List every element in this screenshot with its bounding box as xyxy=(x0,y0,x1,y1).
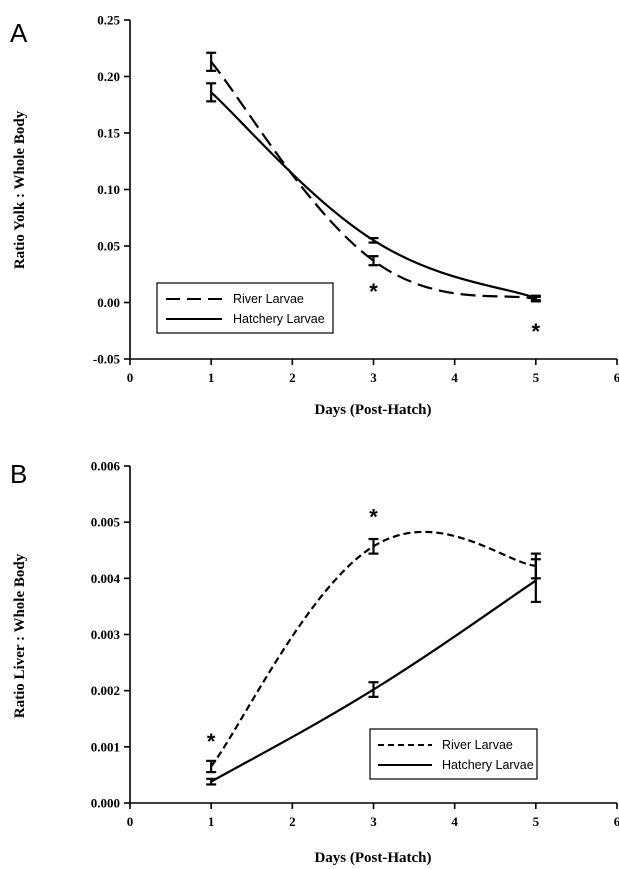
panel-a-y-ticks: -0.05 0.00 0.05 0.10 0.15 0.20 0.25 xyxy=(93,13,130,367)
panel-b-x-tick-label: 5 xyxy=(533,814,540,829)
panel-b-legend-label-hatchery: Hatchery Larvae xyxy=(442,758,534,772)
panel-b-y-ticks: 0.000 0.001 0.002 0.003 0.004 0.005 0.006 xyxy=(91,459,130,811)
panel-a-legend-box xyxy=(156,282,334,334)
panel-b-y-tick-label: 0.005 xyxy=(91,515,121,530)
chart-panel-b: B 0.000 0.001 0.002 0.003 0.004 0.005 0.006 0 1… xyxy=(10,459,619,867)
panel-b-legend-box xyxy=(369,728,538,780)
panel-a-y-tick-label: 0.20 xyxy=(97,69,120,84)
panel-a-river-larvae-error-bar xyxy=(368,255,379,267)
panel-a-y-tick-label: 0.10 xyxy=(97,182,120,197)
panel-a-x-ticks: 0 1 2 3 4 5 6 xyxy=(127,359,619,385)
panel-a-legend-label-hatchery: Hatchery Larvae xyxy=(233,312,325,326)
panel-a-y-tick-label: 0.05 xyxy=(97,239,120,254)
panel-a-letter: A xyxy=(10,18,28,48)
panel-a-river-larvae-error-bar xyxy=(206,51,217,72)
panel-b-x-tick-label: 4 xyxy=(451,814,458,829)
panel-b-plot-area: ** xyxy=(206,505,541,786)
panel-a-plot-area: ** xyxy=(206,51,541,344)
panel-b-hatchery-larvae-error-bar xyxy=(206,777,217,786)
panel-a-significance-marker: * xyxy=(532,319,541,344)
panel-b-legend-label-river: River Larvae xyxy=(442,738,513,752)
panel-a-hatchery-larvae-error-bar xyxy=(530,294,541,302)
panel-a-y-tick-label: 0.25 xyxy=(97,13,120,28)
panel-a-x-axis-title: Days (Post-Hatch) xyxy=(314,402,431,418)
panel-a-hatchery-larvae-error-bar xyxy=(368,236,379,244)
panel-b-x-tick-label: 0 xyxy=(127,814,134,829)
panel-a-series-hatchery-larvae-line xyxy=(210,91,537,300)
panel-a-legend-label-river: River Larvae xyxy=(233,292,304,306)
panel-b-y-tick-label: 0.002 xyxy=(91,683,120,698)
panel-b-series-river-larvae-line xyxy=(210,530,536,768)
panel-b-river-larvae-error-bar xyxy=(368,537,379,555)
panel-b-hatchery-larvae-error-bar xyxy=(368,681,379,698)
panel-a-y-axis-title: Ratio Yolk : Whole Body xyxy=(12,110,28,269)
panel-a-hatchery-larvae-error-bar xyxy=(206,82,217,103)
panel-b-x-tick-label: 6 xyxy=(614,814,619,829)
panel-a-y-tick-label: 0.15 xyxy=(97,126,120,141)
panel-a-y-tick-label: -0.05 xyxy=(93,352,121,367)
panel-a-y-tick-label: 0.00 xyxy=(97,295,120,310)
panel-b-hatchery-larvae-error-bar xyxy=(530,558,541,604)
panel-b-x-ticks: 0 1 2 3 4 5 6 xyxy=(127,803,619,829)
panel-b-y-axis-title: Ratio Liver : Whole Body xyxy=(12,553,28,718)
panel-b-y-tick-label: 0.001 xyxy=(91,739,120,754)
panel-a-x-tick-label: 6 xyxy=(614,370,619,385)
panel-a-significance-marker: * xyxy=(369,279,378,304)
panel-b-x-axis-title: Days (Post-Hatch) xyxy=(314,850,431,866)
panel-b-x-tick-label: 1 xyxy=(208,814,215,829)
panel-b-significance-marker: * xyxy=(207,729,216,754)
panel-b-legend: River Larvae Hatchery Larvae xyxy=(369,728,538,780)
panel-a-series-river-larvae-line xyxy=(210,61,537,301)
panel-b-y-tick-label: 0.003 xyxy=(91,627,121,642)
panel-b-significance-marker: * xyxy=(369,505,378,530)
panel-a-legend: River Larvae Hatchery Larvae xyxy=(156,282,334,334)
panel-b-y-tick-label: 0.000 xyxy=(91,796,120,811)
panel-b-x-tick-label: 3 xyxy=(370,814,377,829)
panel-a-x-tick-label: 1 xyxy=(208,370,215,385)
panel-a-x-tick-label: 4 xyxy=(451,370,458,385)
panel-b-river-larvae-error-bar xyxy=(206,759,217,774)
panel-b-x-tick-label: 2 xyxy=(289,814,296,829)
panel-a-x-tick-label: 2 xyxy=(289,370,296,385)
panel-b-y-tick-label: 0.004 xyxy=(91,571,121,586)
panel-a-x-tick-label: 3 xyxy=(370,370,377,385)
panel-b-letter: B xyxy=(10,459,27,489)
panel-b-y-tick-label: 0.006 xyxy=(91,459,121,474)
panel-a-x-tick-label: 0 xyxy=(127,370,134,385)
panel-a-x-tick-label: 5 xyxy=(533,370,540,385)
